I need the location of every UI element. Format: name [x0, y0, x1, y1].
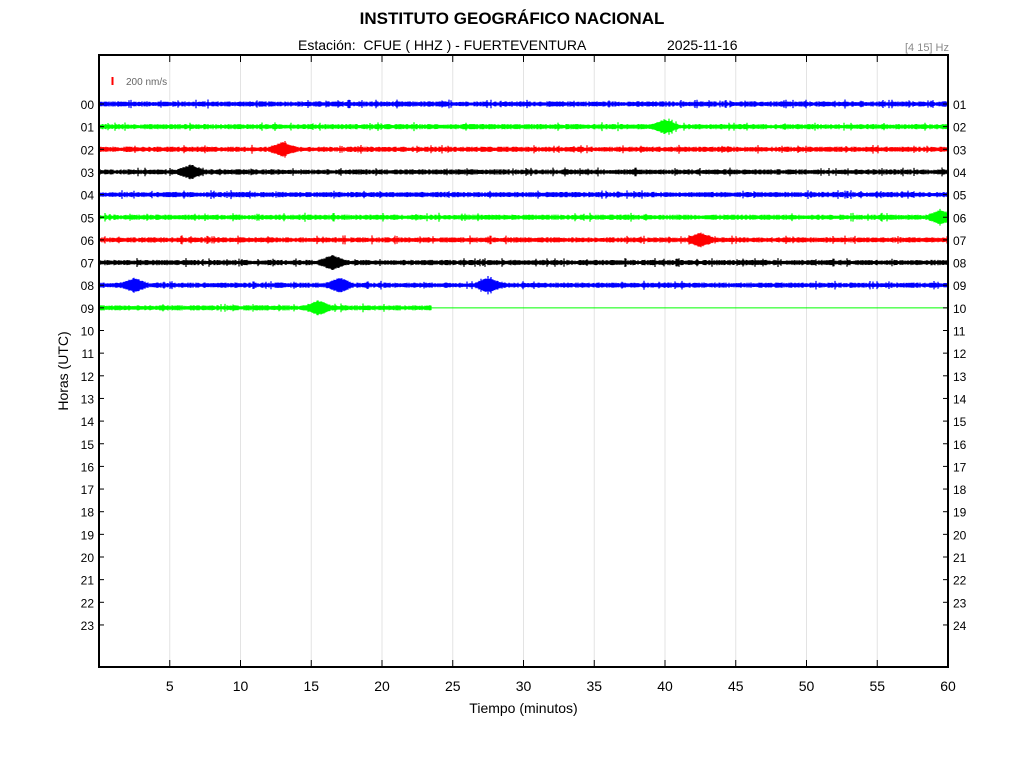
x-tick-label: 50	[799, 678, 815, 694]
hour-label-left: 07	[81, 257, 95, 271]
x-tick-label: 40	[657, 678, 673, 694]
station-label: Estación: CFUE ( HHZ ) - FUERTEVENTURA	[298, 37, 587, 53]
chart-title: INSTITUTO GEOGRÁFICO NACIONAL	[359, 9, 665, 28]
hour-label-right: 24	[953, 619, 967, 633]
hour-label-right: 08	[953, 257, 967, 271]
hour-label-left: 20	[81, 551, 95, 565]
hour-label-left: 02	[81, 143, 95, 157]
scale-bar	[111, 77, 114, 85]
hour-label-left: 15	[81, 438, 95, 452]
hour-label-left: 19	[81, 528, 95, 542]
hour-label-left: 11	[82, 347, 95, 361]
hour-label-right: 21	[953, 551, 967, 565]
hour-label-left: 09	[81, 302, 95, 316]
hour-label-right: 22	[953, 574, 967, 588]
scale-label: 200 nm/s	[126, 77, 167, 88]
hour-label-left: 21	[81, 574, 95, 588]
hour-label-right: 13	[953, 370, 967, 384]
date-label: 2025-11-16	[667, 37, 738, 53]
x-tick-label: 10	[233, 678, 249, 694]
trace-hour-09	[99, 300, 432, 316]
x-axis-label: Tiempo (minutos)	[469, 700, 578, 716]
hour-label-right: 20	[953, 528, 967, 542]
x-tick-label: 20	[374, 678, 390, 694]
hour-label-right: 14	[953, 392, 967, 406]
hour-label-right: 11	[953, 325, 966, 339]
hour-label-left: 03	[81, 166, 95, 180]
hour-label-left: 14	[81, 415, 95, 429]
hour-label-right: 09	[953, 279, 967, 293]
hour-label-right: 02	[953, 121, 967, 135]
x-tick-label: 25	[445, 678, 461, 694]
hour-label-right: 17	[953, 460, 967, 474]
hour-label-left: 05	[81, 211, 95, 225]
hour-label-left: 00	[81, 98, 95, 112]
hour-label-right: 01	[953, 98, 967, 112]
x-tick-label: 55	[869, 678, 885, 694]
hour-label-right: 03	[953, 143, 967, 157]
x-tick-label: 60	[940, 678, 956, 694]
hour-label-left: 12	[81, 370, 95, 384]
hour-label-left: 13	[81, 392, 95, 406]
hour-label-right: 18	[953, 483, 967, 497]
hour-label-right: 15	[953, 415, 967, 429]
hour-label-left: 16	[81, 460, 95, 474]
hour-label-left: 18	[81, 506, 95, 520]
hour-label-left: 17	[81, 483, 95, 497]
hour-label-right: 16	[953, 438, 967, 452]
x-tick-label: 45	[728, 678, 744, 694]
hour-label-right: 10	[953, 302, 967, 316]
hour-label-right: 05	[953, 189, 967, 203]
hour-label-left: 04	[81, 189, 95, 203]
x-tick-label: 35	[586, 678, 602, 694]
hour-label-right: 23	[953, 596, 967, 610]
hour-label-left: 23	[81, 619, 95, 633]
hour-label-left: 22	[81, 596, 95, 610]
filter-label: [4 15] Hz	[904, 42, 949, 54]
hour-label-left: 10	[81, 325, 95, 339]
hour-label-left: 06	[81, 234, 95, 248]
hour-label-right: 12	[953, 347, 967, 361]
x-tick-label: 30	[516, 678, 532, 694]
hour-label-left: 08	[81, 279, 95, 293]
y-axis-label: Horas (UTC)	[55, 331, 71, 411]
hour-label-right: 06	[953, 211, 967, 225]
hour-label-right: 07	[953, 234, 967, 248]
x-tick-label: 15	[303, 678, 319, 694]
x-tick-label: 5	[166, 678, 174, 694]
hour-label-right: 04	[953, 166, 967, 180]
hour-label-right: 19	[953, 506, 967, 520]
hour-label-left: 01	[81, 121, 95, 135]
